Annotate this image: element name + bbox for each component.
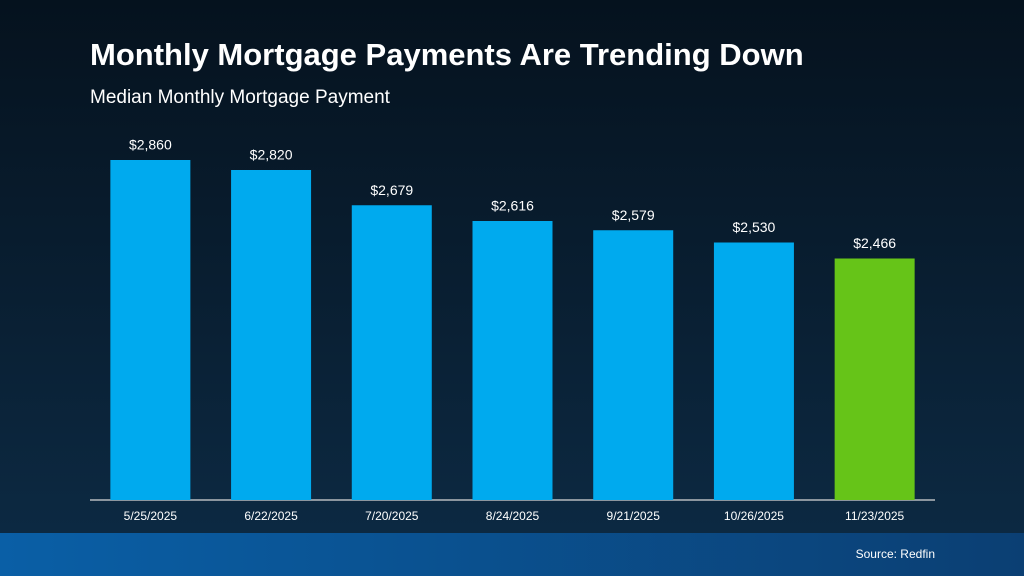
value-label: $2,530 <box>733 219 776 235</box>
value-label: $2,679 <box>370 182 413 198</box>
value-label: $2,466 <box>853 235 896 251</box>
footer-strip <box>0 533 1024 576</box>
bar <box>593 230 674 500</box>
value-label: $2,820 <box>250 147 293 163</box>
value-label: $2,579 <box>612 207 655 223</box>
value-label: $2,860 <box>129 137 172 153</box>
x-tick-label: 8/24/2025 <box>486 509 540 523</box>
x-tick-label: 11/23/2025 <box>845 509 904 523</box>
bar <box>351 205 432 500</box>
x-tick-label: 9/21/2025 <box>607 509 661 523</box>
x-tick-label: 6/22/2025 <box>244 509 298 523</box>
bar <box>472 221 553 500</box>
source: Source: Redfin <box>856 547 935 561</box>
x-tick-label: 5/25/2025 <box>124 509 178 523</box>
bar <box>231 170 312 500</box>
value-label: $2,616 <box>491 198 534 214</box>
chart-subtitle: Median Monthly Mortgage Payment <box>90 87 391 108</box>
x-tick-label: 10/26/2025 <box>724 509 784 523</box>
chart-title: Monthly Mortgage Payments Are Trending D… <box>90 37 804 72</box>
bar <box>110 160 191 500</box>
x-tick-label: 7/20/2025 <box>365 509 419 523</box>
bar <box>834 258 915 500</box>
bar <box>713 242 794 500</box>
